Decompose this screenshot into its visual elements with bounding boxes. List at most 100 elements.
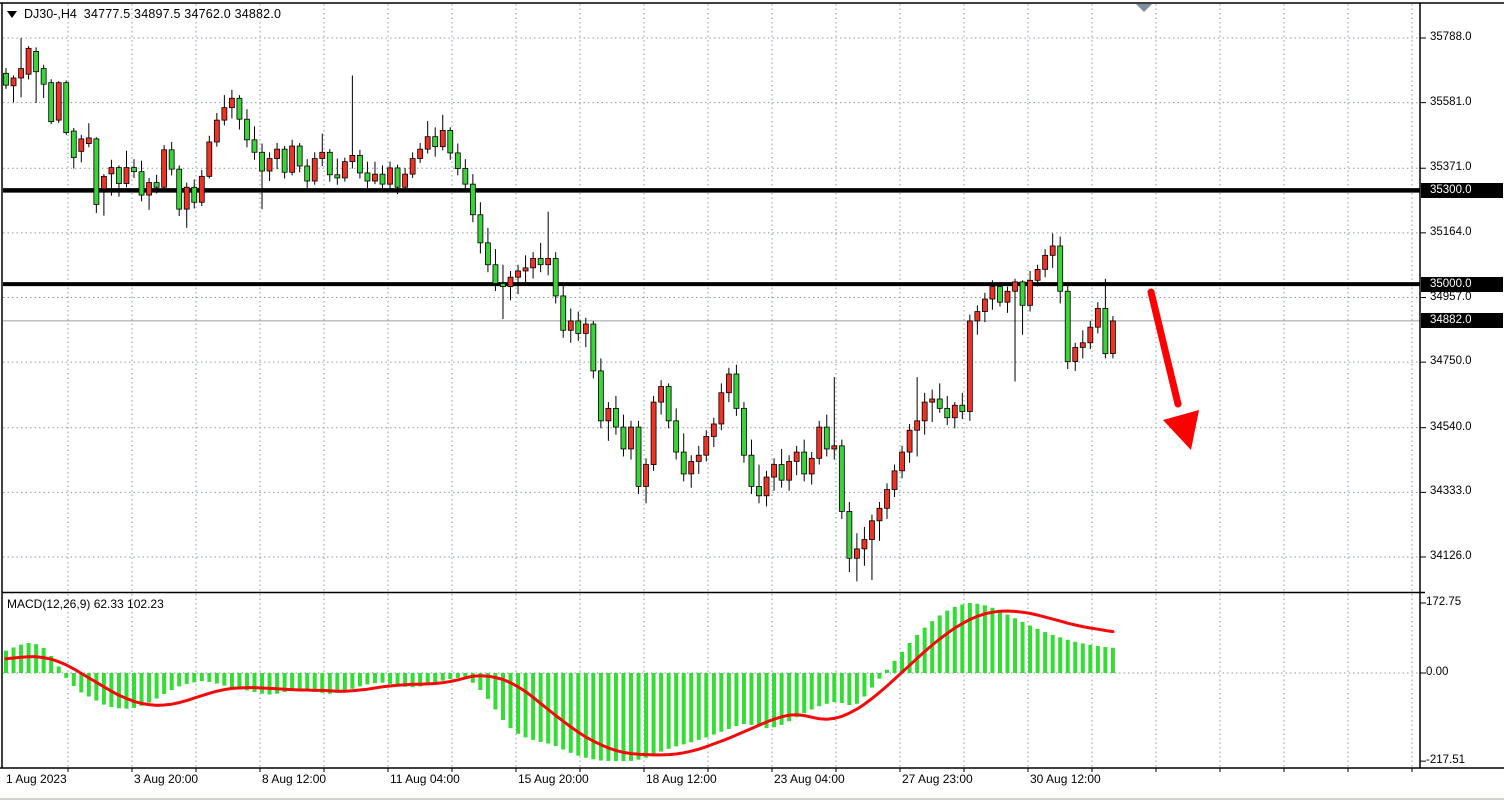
candle-body bbox=[1102, 308, 1109, 355]
candle-body bbox=[944, 407, 951, 419]
trend-arrow-shaft bbox=[1147, 288, 1182, 408]
candle-body bbox=[914, 420, 921, 431]
macd-histogram-bar bbox=[719, 673, 724, 732]
macd-histogram-bar bbox=[252, 673, 257, 693]
candle-body bbox=[748, 454, 755, 487]
candle-body bbox=[590, 323, 597, 372]
candle-body bbox=[191, 186, 198, 203]
macd-histogram-bar bbox=[1088, 644, 1093, 673]
candle-body bbox=[1004, 290, 1011, 303]
candle-body bbox=[85, 137, 92, 144]
candle-body bbox=[131, 167, 137, 173]
chart-shift-marker[interactable] bbox=[1136, 4, 1152, 12]
macd-histogram-bar bbox=[628, 673, 633, 761]
candle-body bbox=[198, 175, 205, 203]
macd-histogram-bar bbox=[214, 673, 219, 684]
candle-body bbox=[567, 320, 574, 331]
macd-histogram-bar bbox=[86, 673, 91, 697]
candle-body bbox=[116, 167, 122, 184]
macd-histogram-bar bbox=[832, 673, 837, 703]
candle-body bbox=[274, 148, 280, 159]
macd-histogram-bar bbox=[260, 673, 265, 694]
candle-body bbox=[33, 51, 40, 73]
candle-body bbox=[1042, 254, 1049, 270]
macd-histogram-bar bbox=[305, 673, 310, 691]
candle-body bbox=[334, 174, 341, 179]
macd-histogram-bar bbox=[892, 660, 897, 673]
candle-body bbox=[1057, 245, 1064, 292]
candle-body bbox=[387, 167, 393, 185]
macd-histogram-bar bbox=[779, 673, 784, 725]
macd-histogram-bar bbox=[1080, 643, 1085, 673]
macd-histogram-bar bbox=[538, 673, 543, 742]
macd-histogram-bar bbox=[463, 673, 468, 680]
candle-body bbox=[703, 436, 710, 456]
macd-histogram-bar bbox=[794, 673, 799, 718]
candle-body bbox=[869, 520, 875, 540]
macd-histogram-bar bbox=[907, 643, 912, 673]
macd-histogram-bar bbox=[34, 644, 39, 673]
candle-body bbox=[515, 270, 521, 278]
candle-body bbox=[213, 119, 220, 143]
candle-body bbox=[959, 404, 966, 412]
candle-body bbox=[974, 311, 981, 322]
macd-histogram-bar bbox=[568, 673, 573, 753]
macd-histogram-bar bbox=[787, 673, 792, 722]
candle-body bbox=[846, 511, 853, 559]
candle-body bbox=[1012, 281, 1018, 292]
macd-histogram-bar bbox=[1095, 646, 1100, 673]
candle-body bbox=[63, 82, 70, 134]
candle-body bbox=[206, 141, 213, 177]
macd-histogram-bar bbox=[1073, 641, 1078, 673]
price-tick-label: 35581.0 bbox=[1430, 95, 1472, 108]
candle-body bbox=[357, 155, 363, 174]
macd-histogram-bar bbox=[290, 673, 295, 691]
macd-histogram-bar bbox=[222, 673, 227, 686]
candle-body bbox=[3, 72, 9, 86]
macd-histogram-bar bbox=[583, 673, 588, 758]
collapse-ohlc-icon[interactable] bbox=[7, 10, 17, 18]
candle-body bbox=[176, 168, 183, 210]
macd-histogram-bar bbox=[372, 673, 377, 684]
macd-histogram-bar bbox=[606, 673, 611, 761]
candle-body bbox=[635, 426, 642, 487]
macd-histogram-bar bbox=[440, 673, 445, 681]
macd-histogram-bar bbox=[704, 673, 709, 738]
time-tick-label: 11 Aug 04:00 bbox=[390, 772, 460, 786]
candle-body bbox=[372, 173, 378, 182]
macd-histogram-bar bbox=[696, 673, 701, 740]
time-tick-label: 27 Aug 23:00 bbox=[902, 772, 973, 786]
candle-body bbox=[153, 182, 160, 188]
macd-histogram-bar bbox=[960, 604, 965, 673]
macd-histogram-bar bbox=[516, 673, 521, 734]
candle-body bbox=[70, 130, 77, 159]
candle-body bbox=[560, 295, 567, 331]
macd-histogram-bar bbox=[967, 603, 972, 673]
candle-body bbox=[244, 118, 250, 141]
candle-body bbox=[951, 404, 958, 419]
candle-body bbox=[650, 401, 657, 465]
candle-body bbox=[718, 392, 725, 425]
macd-histogram-bar bbox=[1020, 621, 1025, 673]
candle-body bbox=[394, 167, 401, 188]
macd-histogram-bar bbox=[312, 673, 317, 692]
macd-histogram-bar bbox=[975, 603, 980, 673]
candle-body bbox=[906, 429, 913, 453]
macd-histogram-bar bbox=[621, 673, 626, 762]
macd-histogram-bar bbox=[282, 673, 287, 693]
macd-histogram-bar bbox=[275, 673, 280, 694]
macd-histogram-bar bbox=[493, 673, 498, 710]
macd-histogram-bar bbox=[4, 650, 8, 673]
macd-histogram-bar bbox=[199, 673, 204, 682]
candle-body bbox=[545, 258, 552, 266]
macd-histogram-bar bbox=[1103, 647, 1108, 673]
candle-body bbox=[48, 82, 55, 123]
macd-histogram-bar bbox=[711, 673, 716, 735]
candle-body bbox=[1027, 279, 1033, 306]
candle-body bbox=[146, 182, 152, 196]
price-tick-label: 34957.0 bbox=[1430, 290, 1472, 303]
candle-body bbox=[123, 167, 130, 184]
candle-body bbox=[823, 426, 830, 450]
macd-histogram-bar bbox=[350, 673, 355, 689]
